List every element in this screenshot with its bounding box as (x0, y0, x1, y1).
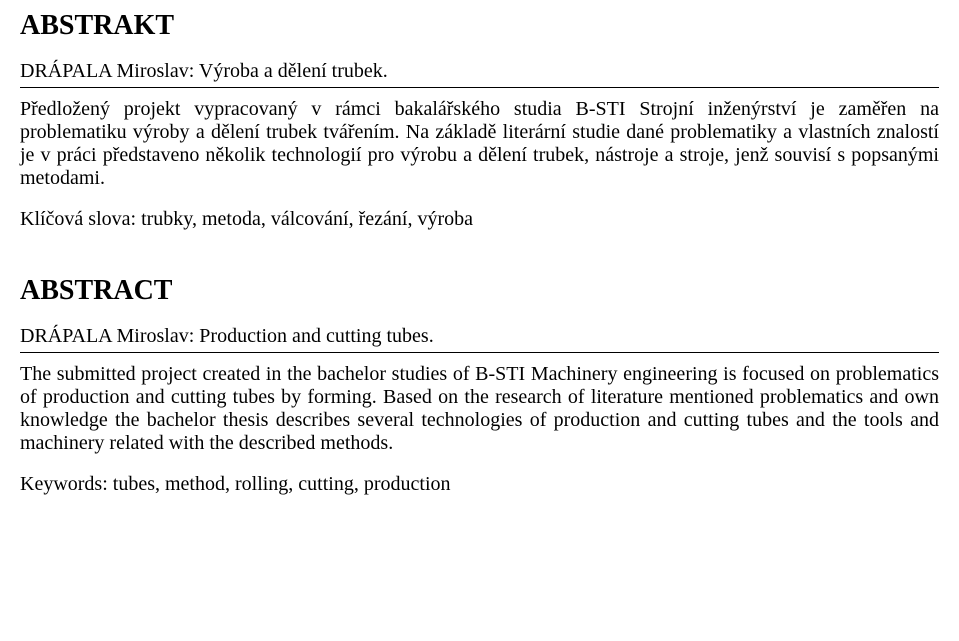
abstract-body-en: The submitted project created in the bac… (20, 363, 939, 455)
author-title-en: DRÁPALA Miroslav: Production and cutting… (20, 325, 939, 348)
divider-en (20, 352, 939, 353)
abstract-heading-en: ABSTRACT (20, 275, 939, 307)
section-gap (20, 249, 939, 275)
abstract-body-cs: Předložený projekt vypracovaný v rámci b… (20, 98, 939, 190)
author-title-cs: DRÁPALA Miroslav: Výroba a dělení trubek… (20, 60, 939, 83)
abstract-heading-cs: ABSTRAKT (20, 10, 939, 42)
keywords-en: Keywords: tubes, method, rolling, cuttin… (20, 473, 939, 496)
divider-cs (20, 87, 939, 88)
document-page: ABSTRAKT DRÁPALA Miroslav: Výroba a děle… (0, 0, 959, 544)
keywords-cs: Klíčová slova: trubky, metoda, válcování… (20, 208, 939, 231)
